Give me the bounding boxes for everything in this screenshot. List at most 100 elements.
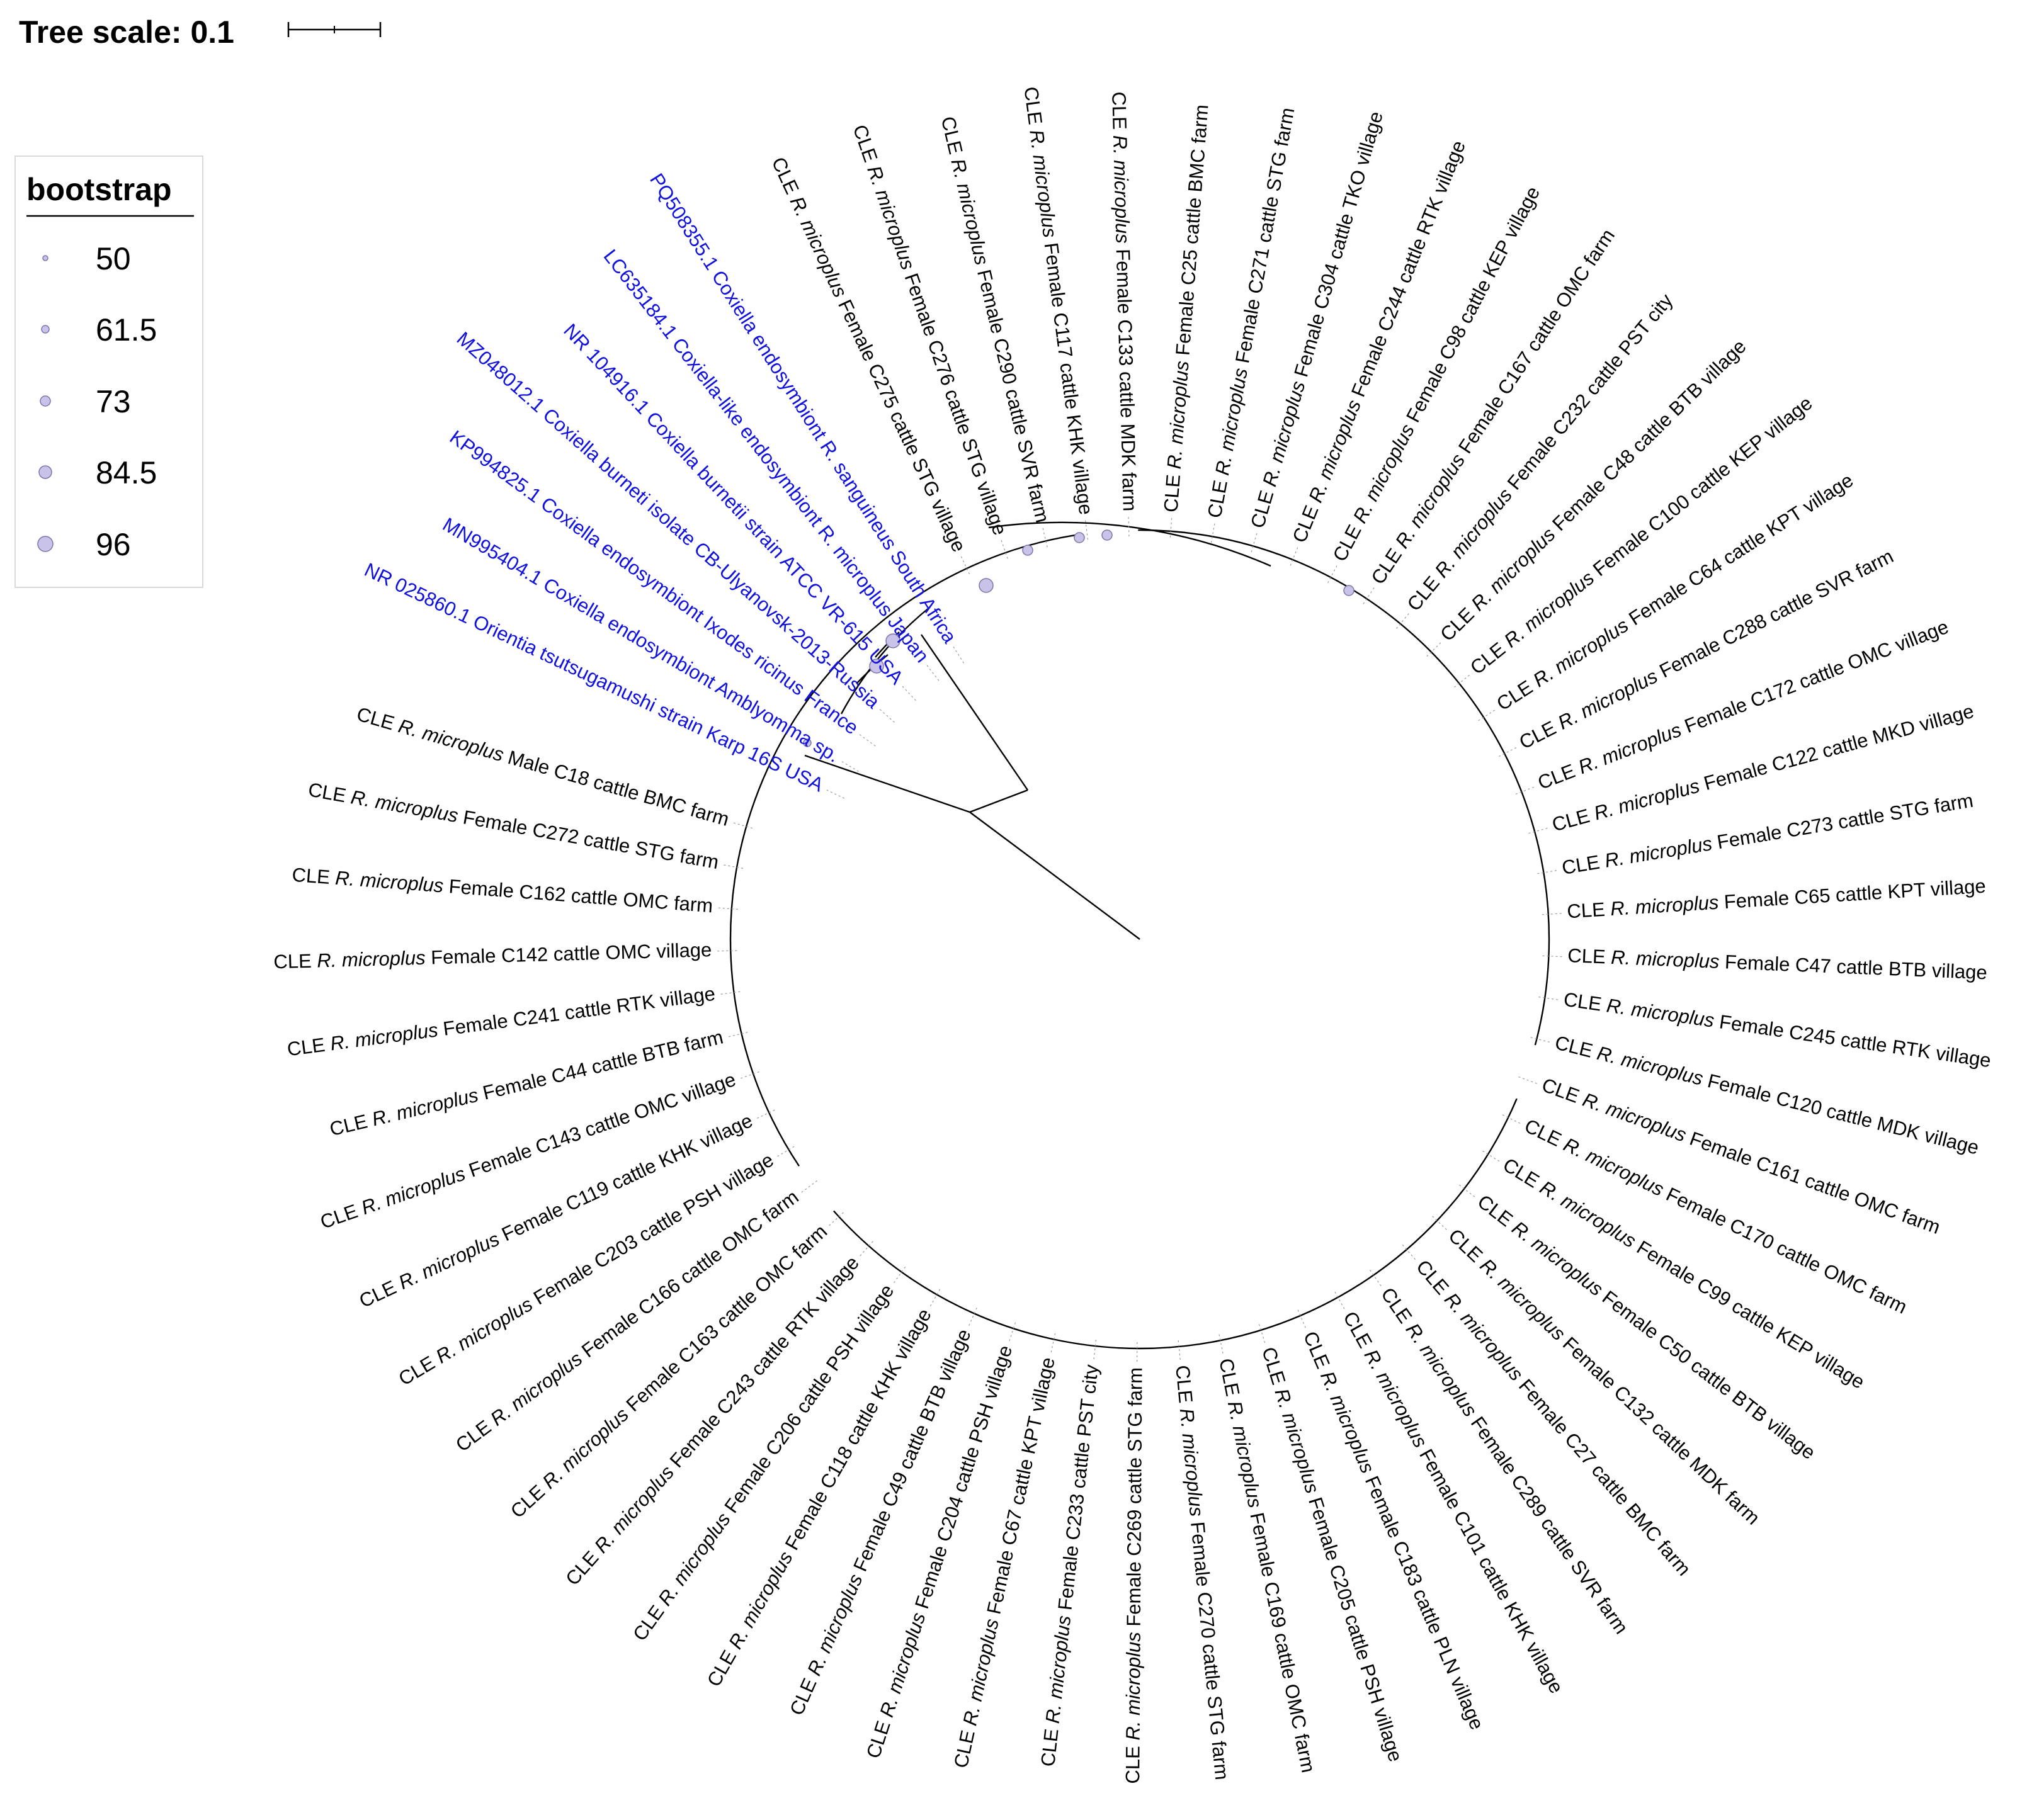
legend-circle-61-5 xyxy=(41,325,50,334)
bootstrap-legend: bootstrap 50 61.5 73 84.5 96 xyxy=(14,155,203,588)
tree-scale: Tree scale: 0.1 xyxy=(19,14,382,50)
leaf-leader-line xyxy=(1218,1334,1224,1354)
leaf-leader-line xyxy=(1050,1333,1056,1354)
leaf-leader-line xyxy=(1502,1114,1521,1124)
leaf-leader-line xyxy=(1128,516,1130,537)
leaf-leader-line xyxy=(1334,1291,1345,1310)
bootstrap-node xyxy=(869,658,884,674)
leaf-leader-line xyxy=(1290,546,1298,566)
arc-reference-clade xyxy=(840,607,930,715)
leaf-leader-line xyxy=(800,1180,817,1194)
sample-leaf-label: CLE R. microplus Female C142 cattle OMC … xyxy=(273,939,712,973)
branch-ingroup-2 xyxy=(921,634,1028,791)
legend-value-50: 50 xyxy=(96,241,131,276)
leaf-leader-line xyxy=(1538,997,1559,1000)
leaf-leader-line xyxy=(859,733,876,747)
leaf-leader-line xyxy=(828,1212,844,1226)
leaf-leader-line xyxy=(740,1071,759,1079)
branch-ingroup-1 xyxy=(969,789,1028,813)
legend-circle-84-5 xyxy=(38,465,52,479)
leaf-leader-line xyxy=(1210,523,1215,543)
legend-title: bootstrap xyxy=(26,172,172,207)
leaf-leader-line xyxy=(1518,1076,1538,1084)
leaf-leader-line xyxy=(952,646,965,664)
leaf-leader-line xyxy=(1327,565,1338,584)
branch-root xyxy=(969,811,1140,940)
sample-leaf-label: CLE R. microplus Female C133 cattle MDK … xyxy=(1108,91,1141,511)
leaf-leader-line xyxy=(1370,1269,1382,1287)
leaf-leader-line xyxy=(1042,527,1048,548)
leaf-leader-line xyxy=(926,664,940,681)
legend-value-84-5: 84.5 xyxy=(96,455,157,490)
leaf-leader-line xyxy=(893,1267,906,1284)
bootstrap-node xyxy=(1343,585,1355,596)
bootstrap-node xyxy=(803,738,812,747)
bootstrap-node xyxy=(979,578,994,593)
leaf-leader-line xyxy=(1515,786,1535,795)
sample-leaf-label: CLE R. microplus Female C270 cattle STG … xyxy=(1171,1364,1233,1781)
branch-outgroup xyxy=(804,754,970,813)
arc-sample-top xyxy=(988,521,1271,567)
leaf-leader-line xyxy=(826,789,844,799)
leaf-leader-line xyxy=(1258,1324,1266,1344)
legend-value-61-5: 61.5 xyxy=(96,312,157,348)
tree-scale-label: Tree scale: 0.1 xyxy=(19,14,234,50)
leaf-leader-line xyxy=(1542,913,1562,915)
leaf-leader-line xyxy=(776,1146,795,1158)
leaf-leader-line xyxy=(1402,1244,1416,1260)
leaf-leader-line xyxy=(1169,517,1173,538)
bootstrap-node xyxy=(1101,529,1113,541)
leaf-leader-line xyxy=(1426,642,1442,657)
leaf-leader-line xyxy=(960,555,970,575)
leaf-leader-line xyxy=(1084,519,1089,540)
leaf-leader-line xyxy=(1363,587,1375,604)
leaf-leader-line xyxy=(879,708,895,723)
sample-leaf-label: CLE R. microplus Female C162 cattle OMC … xyxy=(291,864,713,917)
sample-leaf-label: CLE R. microplus Female C25 cattle BMC f… xyxy=(1160,104,1213,513)
leaf-leader-line xyxy=(717,907,738,910)
tree-branches xyxy=(729,521,1550,1350)
leaf-leader-line xyxy=(1396,613,1410,629)
leaf-leader-line xyxy=(756,1109,775,1119)
leaf-leader-line xyxy=(1530,1037,1550,1043)
sample-leaf-label: CLE R. microplus Female C233 cattle PST … xyxy=(1037,1363,1103,1768)
legend-value-73: 73 xyxy=(96,384,131,419)
leaf-leader-line xyxy=(901,685,916,701)
leaf-leader-line xyxy=(1454,674,1470,688)
leaf-leader-line xyxy=(929,1289,941,1307)
sample-leaf-label: CLE R. microplus Female C65 cattle KPT v… xyxy=(1566,875,1986,923)
leaf-leader-line xyxy=(732,822,753,829)
leaf-leader-line xyxy=(1251,533,1258,553)
legend-circle-73 xyxy=(40,395,51,407)
bootstrap-node xyxy=(1074,532,1085,543)
leaf-leader-line xyxy=(1001,539,1008,559)
leaf-leader-line xyxy=(1178,1340,1181,1360)
leaf-leader-line xyxy=(859,1241,873,1257)
leaf-leader-line xyxy=(968,1308,977,1326)
arc-sample-ring xyxy=(729,529,1550,1350)
legend-value-96: 96 xyxy=(96,527,131,562)
sample-leaf-label: CLE R. microplus Female C269 cattle STG … xyxy=(1122,1367,1146,1784)
legend-box xyxy=(14,155,203,588)
leaf-leader-line xyxy=(1432,1216,1448,1231)
leaf-leader-line xyxy=(1482,1150,1501,1162)
sample-leaf-label: CLE R. microplus Female C169 cattle OMC … xyxy=(1215,1357,1319,1775)
bootstrap-nodes xyxy=(803,529,1355,747)
legend-circle-50 xyxy=(42,255,48,261)
sample-leaf-label: CLE R. microplus Female C47 cattle BTB v… xyxy=(1567,944,1988,983)
leaf-leader-line xyxy=(1528,827,1548,834)
leaf-leader-line xyxy=(727,1032,748,1037)
bootstrap-node xyxy=(1022,545,1033,556)
leaf-leader-line xyxy=(1297,1309,1307,1329)
leaf-leader-line xyxy=(1093,1340,1096,1360)
leaf-leader-line xyxy=(723,864,744,869)
leaf-leader-line xyxy=(1009,1322,1016,1342)
leaf-leader-line xyxy=(841,760,859,772)
bootstrap-node xyxy=(885,633,900,648)
leaf-leader-line xyxy=(720,991,741,995)
leaf-leader-line xyxy=(1499,747,1518,757)
legend-circle-96 xyxy=(37,536,54,552)
leaf-leader-line xyxy=(1458,1184,1476,1198)
leaf-leader-line xyxy=(1537,869,1558,874)
